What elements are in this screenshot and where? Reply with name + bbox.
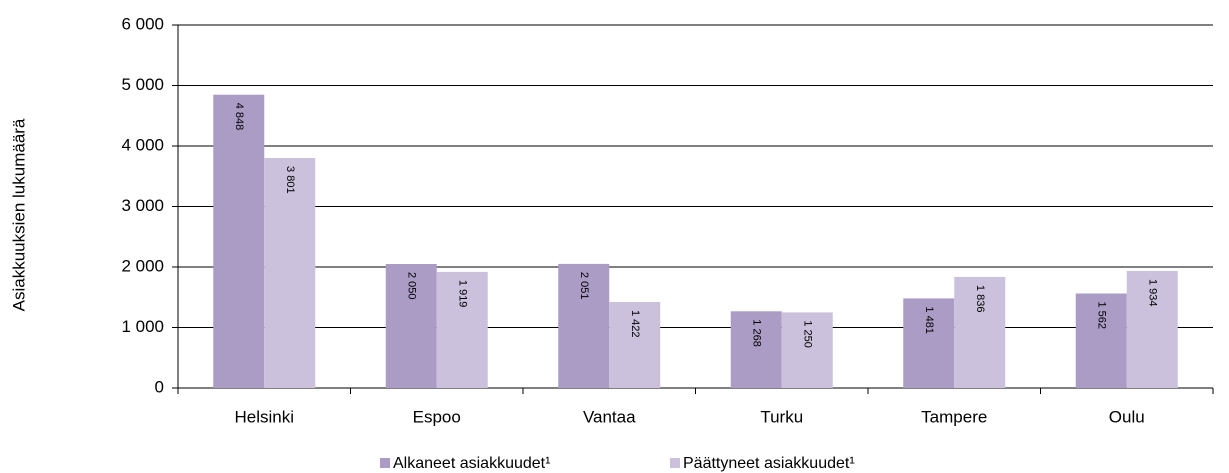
bar xyxy=(954,276,1006,388)
value-label: 2 050 xyxy=(405,272,417,300)
bar xyxy=(385,263,437,388)
y-tick-label: 3 000 xyxy=(121,196,164,215)
bar xyxy=(436,271,488,388)
value-label: 1 562 xyxy=(1095,301,1107,329)
value-label: 3 801 xyxy=(284,166,296,194)
legend-swatch xyxy=(380,458,390,468)
value-label: 1 836 xyxy=(974,285,986,313)
legend-swatch xyxy=(670,458,680,468)
bar xyxy=(558,263,610,388)
bar xyxy=(781,312,833,388)
value-label: 2 051 xyxy=(578,272,590,300)
bar xyxy=(264,158,316,388)
x-tick-label: Oulu xyxy=(1109,407,1145,426)
bar xyxy=(1126,270,1178,388)
x-tick-label: Vantaa xyxy=(583,407,636,426)
legend-label: Päättyneet asiakkuudet¹ xyxy=(683,455,855,472)
value-label: 1 919 xyxy=(456,280,468,308)
value-label: 1 422 xyxy=(629,310,641,338)
value-label: 1 481 xyxy=(923,306,935,334)
x-tick-label: Helsinki xyxy=(234,407,294,426)
y-tick-label: 1 000 xyxy=(121,317,164,336)
x-tick-label: Espoo xyxy=(413,407,461,426)
value-label: 1 250 xyxy=(801,320,813,348)
legend-label: Alkaneet asiakkuudet¹ xyxy=(393,455,550,472)
y-tick-label: 6 000 xyxy=(121,14,164,33)
bar xyxy=(1075,293,1127,388)
value-label: 1 934 xyxy=(1146,279,1158,307)
value-label: 4 848 xyxy=(233,103,245,131)
x-tick-label: Tampere xyxy=(921,407,987,426)
y-tick-label: 2 000 xyxy=(121,256,164,275)
y-axis-title: Asiakkuuksien lukumäärä xyxy=(9,118,28,311)
bar xyxy=(903,298,955,388)
value-label: 1 268 xyxy=(750,319,762,347)
x-tick-label: Turku xyxy=(760,407,803,426)
y-tick-label: 0 xyxy=(155,377,164,396)
bar xyxy=(730,311,782,388)
y-tick-label: 5 000 xyxy=(121,75,164,94)
bar xyxy=(609,301,661,388)
bar xyxy=(213,94,265,389)
y-tick-label: 4 000 xyxy=(121,135,164,154)
